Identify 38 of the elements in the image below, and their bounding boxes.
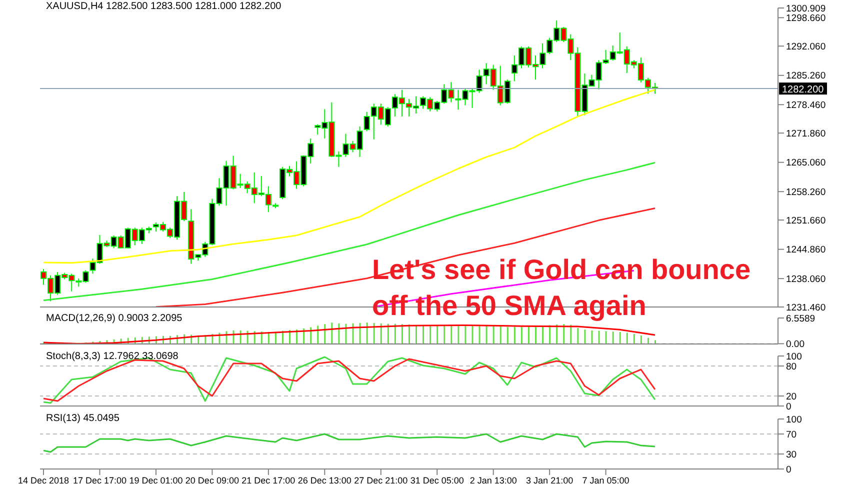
y-tick-label: 1278.460 [786,100,826,112]
x-tick-label: 27 Dec 21:00 [354,475,408,485]
y-tick-label: 1300.909 [786,3,826,14]
chart-title: MACD(12,26,9) 0.9003 2.2095 [46,313,182,324]
chart-title: XAUUSD,H4 1282.500 1283.500 1281.000 1282.200 [46,1,282,12]
x-tick-label: 14 Dec 2018 [18,475,70,485]
x-tick-label: 7 Jan 05:00 [582,475,630,485]
x-tick-label: 31 Dec 05:00 [410,475,464,485]
x-tick-label: 2 Jan 13:00 [470,475,517,485]
y-tick-label: 1231.460 [786,302,826,314]
y-tick-label: 1238.060 [786,274,826,285]
y-tick-label: 20 [786,391,797,402]
y-tick-label: 100 [786,351,802,362]
y-tick-label: 1285.260 [786,70,826,82]
x-tick-label: 19 Dec 01:00 [129,475,183,485]
y-tick-label: 1298.660 [786,13,826,24]
y-tick-label: 0.00 [786,339,804,350]
y-tick-label: 70 [786,429,797,440]
chart-title: RSI(13) 45.0495 [46,413,120,424]
ref-line-label: 1282.200 [782,84,824,96]
x-tick-label: 3 Jan 21:00 [526,475,574,485]
x-tick-label: 21 Dec 17:00 [242,475,296,485]
y-tick-label: 0 [786,401,792,412]
x-tick-label: 26 Dec 13:00 [298,475,352,485]
x-tick-label: 17 Dec 17:00 [72,475,127,485]
y-tick-label: 1292.060 [786,41,826,52]
x-tick-label: 20 Dec 09:00 [185,475,239,485]
y-tick-label: 0 [786,464,792,476]
y-tick-label: 1244.860 [786,244,826,256]
y-tick-label: 80 [786,361,797,372]
y-tick-label: 1265.060 [786,158,826,169]
y-tick-label: 1258.260 [786,186,826,198]
y-tick-label: 30 [786,449,797,460]
chart-title: Stoch(8,3,3) 12.7962 33.0698 [46,351,178,362]
y-tick-label: 1271.860 [786,128,826,140]
y-tick-label: 100 [786,414,802,426]
y-tick-label: 6.5589 [786,313,816,324]
y-tick-label: 1251.660 [786,215,826,226]
